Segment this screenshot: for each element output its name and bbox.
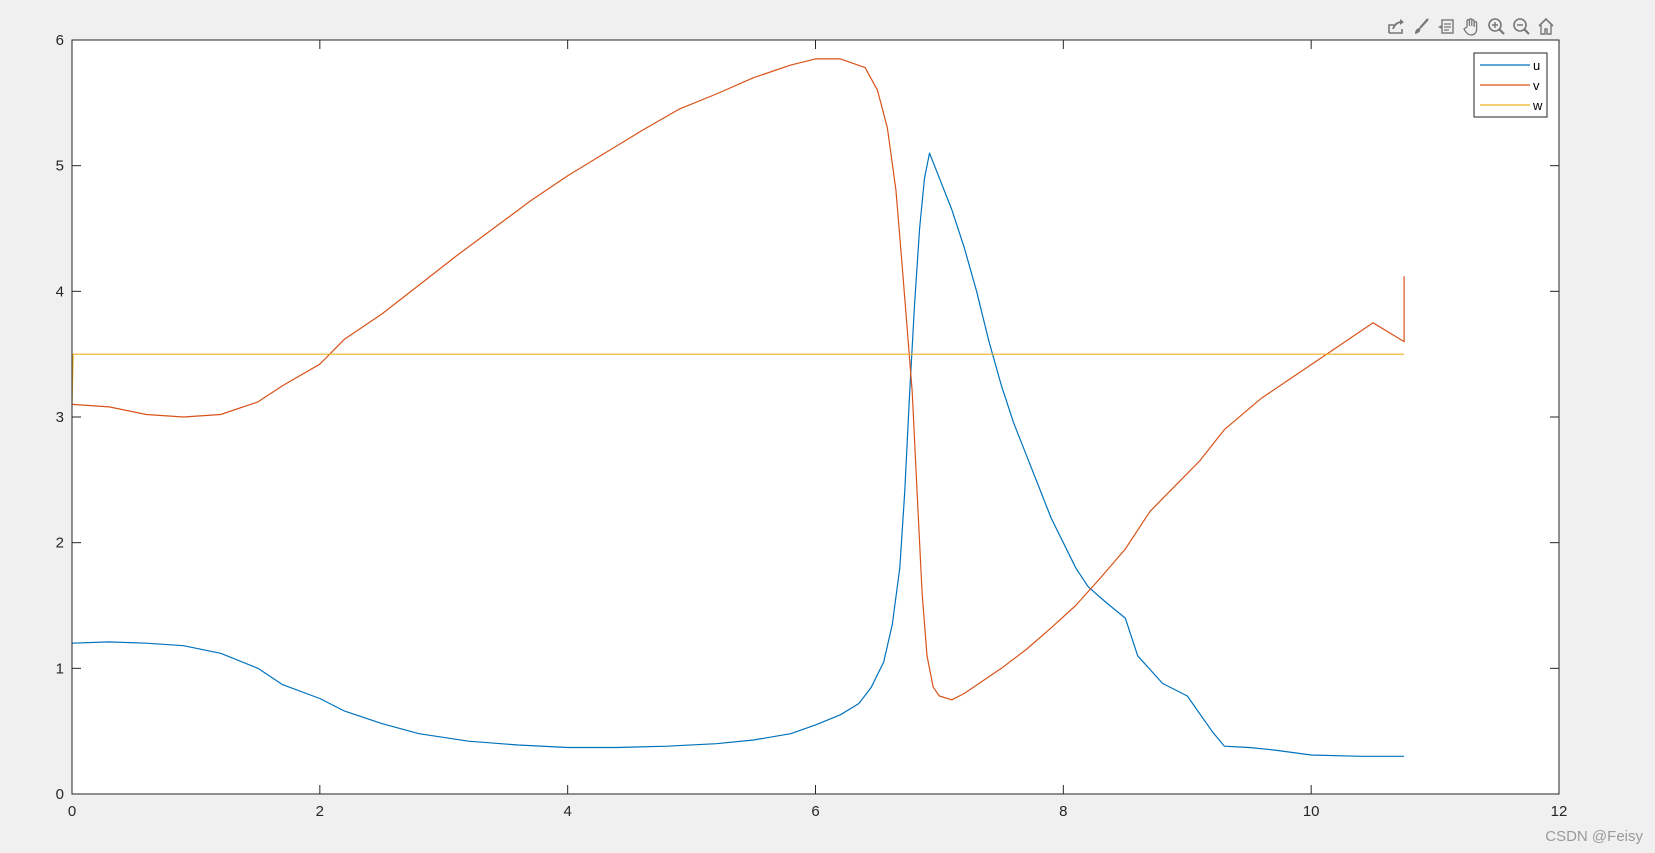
x-tick-label: 0 [68,803,76,820]
y-tick-label: 1 [56,660,64,677]
legend-label-v: v [1533,78,1540,93]
series-line-v [71,58,1405,701]
export-icon [1388,19,1404,34]
y-tick-label: 5 [56,158,64,175]
zoom-in-button[interactable] [1485,14,1507,38]
x-tick-label: 6 [811,803,819,820]
y-tick-label: 4 [56,283,64,300]
zoom-out-icon [1513,18,1530,35]
series-line-u [71,152,1405,757]
watermark: CSDN @Feisy [1545,828,1643,845]
legend-label-w: w [1532,98,1543,113]
pan-icon [1463,18,1478,36]
y-tick-label: 0 [56,786,64,803]
series-group [71,58,1405,757]
zoom-in-icon [1488,18,1505,35]
export-button[interactable] [1385,14,1407,38]
brush-icon [1415,18,1429,34]
y-tick-label: 2 [56,535,64,552]
datatip-icon [1438,19,1454,34]
x-tick-label: 2 [316,803,324,820]
series-line-w [71,353,1405,405]
axes-background [72,40,1559,794]
x-tick-label: 12 [1551,803,1568,820]
axes-frame [71,39,1560,795]
y-tick-label: 3 [56,409,64,426]
x-tick-label: 4 [563,803,571,820]
legend-label-u: u [1533,58,1540,73]
brush-button[interactable] [1410,14,1432,38]
pan-button[interactable] [1460,14,1482,38]
y-tick-label: 6 [56,32,64,49]
home-icon [1538,17,1554,35]
x-tick-label: 10 [1303,803,1320,820]
x-tick-label: 8 [1059,803,1067,820]
datatip-button[interactable] [1435,14,1457,38]
legend: uvw [1473,52,1548,118]
axes-toolbar [1385,14,1557,38]
home-button[interactable] [1535,14,1557,38]
zoom-out-button[interactable] [1510,14,1532,38]
